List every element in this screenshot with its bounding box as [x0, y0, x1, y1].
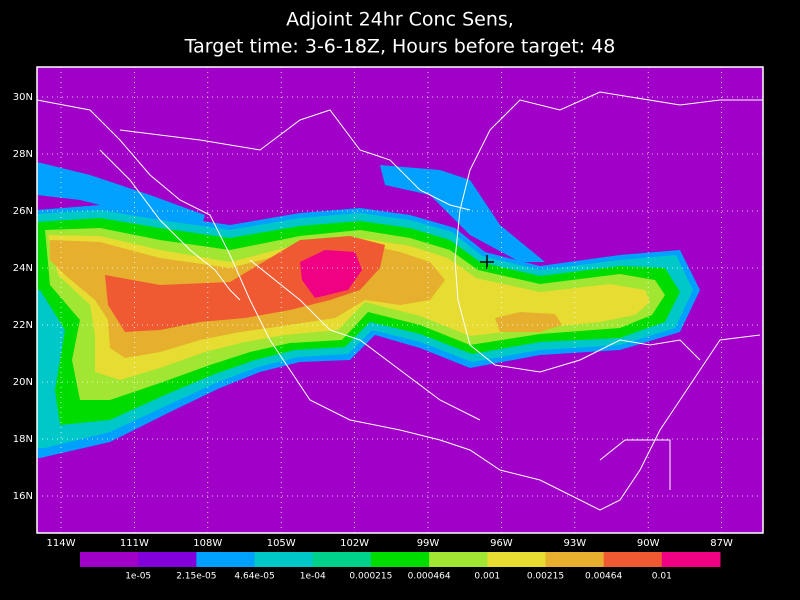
lat-label: 22N — [13, 320, 33, 331]
colorbar-label: 0.000215 — [349, 572, 392, 582]
lon-label: 87W — [710, 538, 733, 549]
contour-orange — [495, 312, 562, 332]
lon-label: 90W — [637, 538, 660, 549]
colorbar-label: 0.00464 — [585, 572, 622, 582]
coastline — [36, 99, 761, 511]
colorbar-swatch — [370, 552, 430, 567]
colorbar-swatch — [254, 552, 314, 567]
coastline — [99, 149, 241, 301]
target-marker — [480, 255, 494, 269]
lon-label: 108W — [193, 538, 222, 549]
lat-label: 26N — [13, 206, 33, 217]
contour-pink — [300, 250, 362, 298]
title-line-2: Target time: 3-6-18Z, Hours before targe… — [184, 36, 616, 58]
lon-label: 93W — [563, 538, 586, 549]
colorbar-swatch — [312, 552, 372, 567]
colorbar-label: 2.15e-05 — [176, 572, 216, 582]
colorbar-label: 0.001 — [474, 572, 500, 582]
colorbar-swatch — [661, 552, 721, 567]
map-area — [36, 66, 764, 534]
title-line-1: Adjoint 24hr Conc Sens, — [286, 9, 514, 31]
colorbar-label: 0.00215 — [527, 572, 564, 582]
lon-label: 102W — [340, 538, 369, 549]
lat-label: 18N — [13, 434, 33, 445]
border — [119, 109, 471, 211]
colorbar-label: 0.000464 — [408, 572, 451, 582]
lon-label: 96W — [490, 538, 513, 549]
contour-blue — [380, 165, 545, 262]
lat-label: 20N — [13, 377, 33, 388]
frame — [36, 66, 764, 534]
colorbar-label: 4.64e-05 — [234, 572, 274, 582]
coastline — [454, 91, 763, 373]
colorbar-label: 1e-04 — [300, 572, 326, 582]
lon-label: 111W — [120, 538, 149, 549]
colorbar: 1e-05 2.15e-05 4.64e-05 1e-04 0.000215 0.0004… — [80, 552, 721, 582]
lat-label: 28N — [13, 149, 33, 160]
colorbar-swatch — [196, 552, 256, 567]
colorbar-swatch — [487, 552, 546, 567]
contour-blue — [37, 162, 205, 232]
colorbar-swatch — [138, 552, 197, 567]
colorbar-swatch — [603, 552, 663, 567]
colorbar-swatch — [80, 552, 139, 567]
lat-label: 30N — [13, 92, 33, 103]
colorbar-label: 1e-05 — [125, 572, 151, 582]
lat-label: 16N — [13, 491, 33, 502]
axis-labels: 30N 28N 26N 24N 22N 20N 18N 16N 114W 111W 108W 105W… — [13, 92, 733, 549]
graticule — [37, 67, 763, 533]
border — [249, 259, 671, 490]
lon-label: 99W — [417, 538, 440, 549]
colorbar-label: 0.01 — [652, 572, 672, 582]
colorbar-swatch — [545, 552, 605, 567]
colorbar-swatch — [429, 552, 488, 567]
lon-label: 105W — [267, 538, 296, 549]
lat-label: 24N — [13, 263, 33, 274]
lon-label: 114W — [47, 538, 76, 549]
